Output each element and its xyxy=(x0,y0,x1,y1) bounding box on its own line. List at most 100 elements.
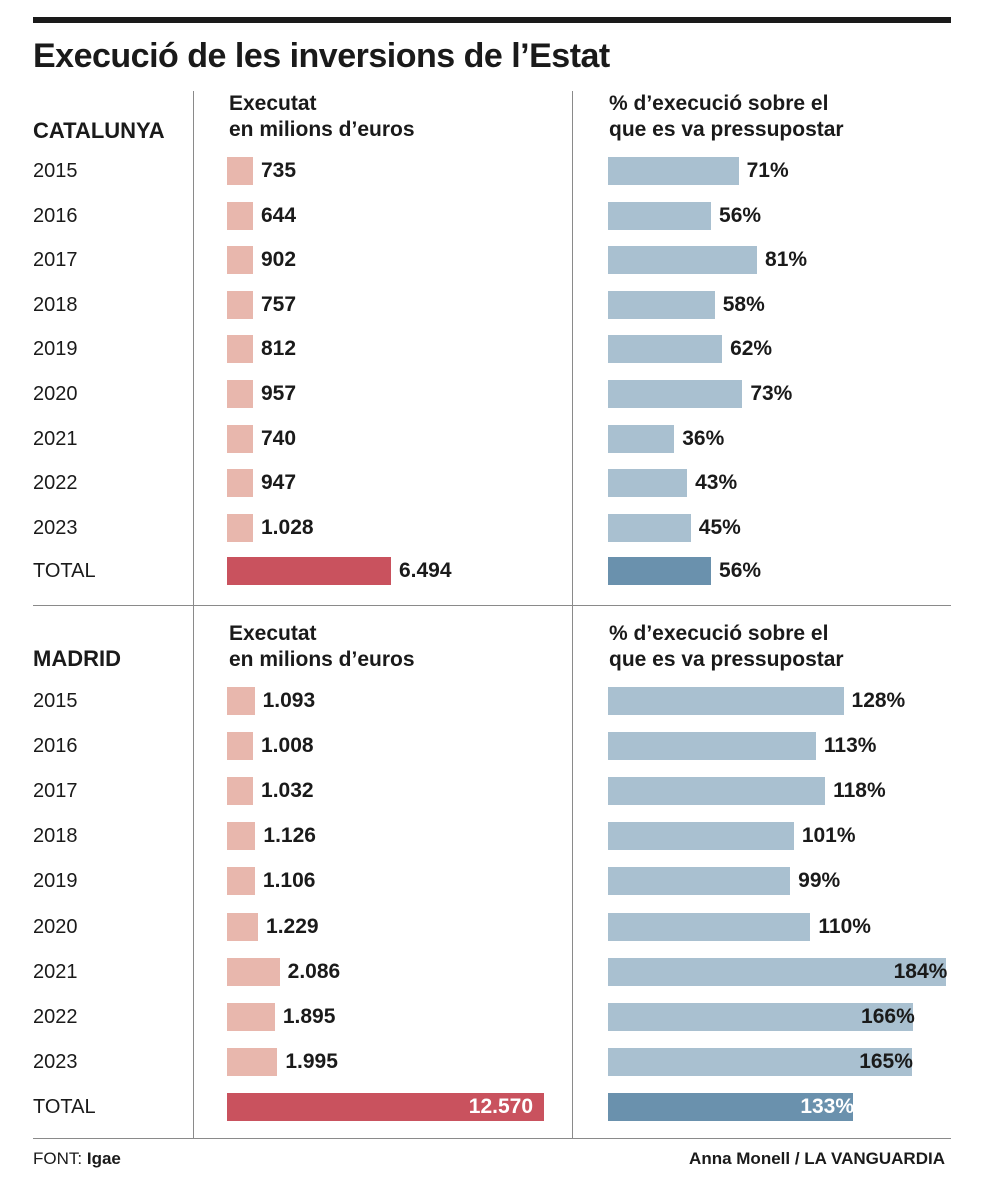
year-label: 2018 xyxy=(33,293,78,316)
year-label: 2015 xyxy=(33,160,78,182)
source-note: FONT: Igae xyxy=(33,1148,121,1170)
executed-bar xyxy=(227,867,255,896)
executed-value: 902 xyxy=(261,248,297,272)
executed-value: 1.028 xyxy=(261,515,314,539)
year-label: 2017 xyxy=(33,780,78,803)
year-label: 2019 xyxy=(33,338,78,361)
year-label: 2016 xyxy=(33,204,78,227)
executed-value: 740 xyxy=(261,426,297,450)
percent-bar xyxy=(608,822,794,851)
percent-column-header: % d’execució sobre el que es va pressupo… xyxy=(609,92,844,141)
executed-bar xyxy=(227,957,280,986)
executed-value: 957 xyxy=(261,382,297,405)
executed-value: 2.086 xyxy=(287,959,341,983)
executed-bar xyxy=(227,335,253,364)
percent-value: 110% xyxy=(818,914,871,938)
executed-value: 1.895 xyxy=(282,1004,336,1028)
executed-bar xyxy=(227,912,259,941)
total-executed-bar xyxy=(227,557,391,585)
year-label: 2022 xyxy=(33,1005,78,1028)
year-label: 2022 xyxy=(33,472,78,495)
percent-bar xyxy=(608,380,743,408)
executed-bar xyxy=(227,687,255,715)
percent-bar xyxy=(608,513,691,542)
total-label: TOTAL xyxy=(33,560,96,582)
executed-bar xyxy=(227,1002,275,1031)
year-label: 2016 xyxy=(33,735,78,758)
executed-value: 1.106 xyxy=(262,869,316,893)
source-value: Igae xyxy=(86,1149,121,1168)
percent-value: 45% xyxy=(698,515,741,539)
percent-bar xyxy=(608,912,811,941)
executed-bar xyxy=(227,1047,278,1076)
percent-bar xyxy=(608,732,816,761)
total-percent-value: 56% xyxy=(719,559,762,582)
executed-bar xyxy=(227,157,253,185)
percent-bar xyxy=(608,157,739,185)
total-executed-bar xyxy=(227,1093,545,1121)
executed-value: 757 xyxy=(261,292,297,316)
total-percent-bar xyxy=(608,1093,853,1121)
executed-value: 735 xyxy=(261,159,297,182)
total-executed-value: 12.570 xyxy=(468,1095,534,1118)
percent-bar xyxy=(608,957,946,986)
percent-value: 99% xyxy=(798,869,841,893)
credit: Anna Monell / LA VANGUARDIA xyxy=(689,1149,945,1168)
executed-value: 1.126 xyxy=(263,824,316,848)
executed-value: 1.995 xyxy=(285,1049,338,1073)
year-label: 2020 xyxy=(33,915,78,938)
percent-value: 73% xyxy=(750,382,793,405)
executed-bar xyxy=(227,290,253,319)
executed-bar xyxy=(227,822,256,851)
percent-bar xyxy=(608,687,844,715)
executed-bar xyxy=(227,424,253,453)
year-label: 2019 xyxy=(33,870,78,893)
total-percent-value: 133% xyxy=(800,1095,855,1118)
percent-value: 101% xyxy=(801,824,856,848)
percent-value: 184% xyxy=(893,959,948,983)
percent-bar xyxy=(608,867,791,896)
percent-value: 62% xyxy=(730,337,773,361)
percent-value: 58% xyxy=(722,292,765,316)
section-divider xyxy=(33,605,951,606)
total-label: TOTAL xyxy=(33,1096,96,1118)
executed-value: 812 xyxy=(261,337,297,361)
executed-value: 1.008 xyxy=(261,734,314,758)
percent-value: 71% xyxy=(746,159,789,182)
year-label: 2023 xyxy=(33,1050,78,1073)
executed-bar xyxy=(227,777,254,806)
percent-bar xyxy=(608,469,688,498)
column-divider-right xyxy=(572,91,573,1138)
percent-value: 36% xyxy=(682,426,725,450)
executed-value: 1.093 xyxy=(262,689,316,712)
year-label: 2020 xyxy=(33,383,78,405)
executed-bar xyxy=(227,732,253,761)
total-executed-value: 6.494 xyxy=(398,559,452,582)
source-label: FONT: xyxy=(33,1149,83,1168)
percent-value: 128% xyxy=(851,689,906,712)
executed-bar xyxy=(227,469,253,498)
executed-value: 1.032 xyxy=(261,779,314,803)
year-label: 2015 xyxy=(33,690,78,712)
executed-value: 1.229 xyxy=(266,914,319,938)
percent-bar xyxy=(608,1047,912,1076)
executed-column-header: Executat en milions d’euros xyxy=(229,622,415,671)
year-label: 2018 xyxy=(33,825,78,848)
percent-value: 165% xyxy=(859,1049,913,1073)
percent-value: 43% xyxy=(695,471,738,495)
chart-title: Execució de les inversions de l’Estat xyxy=(33,37,610,75)
year-label: 2021 xyxy=(33,960,78,983)
percent-column-header: % d’execució sobre el que es va pressupo… xyxy=(609,622,844,671)
percent-bar xyxy=(608,335,723,364)
executed-bar xyxy=(227,246,253,275)
executed-bar xyxy=(227,380,253,408)
percent-bar xyxy=(608,424,675,453)
executed-bar xyxy=(227,513,253,542)
percent-bar xyxy=(608,290,715,319)
executed-value: 644 xyxy=(261,203,297,227)
percent-bar xyxy=(608,201,712,230)
year-label: 2021 xyxy=(33,427,78,450)
percent-value: 81% xyxy=(765,248,808,272)
percent-value: 56% xyxy=(719,203,762,227)
year-label: 2017 xyxy=(33,249,78,272)
